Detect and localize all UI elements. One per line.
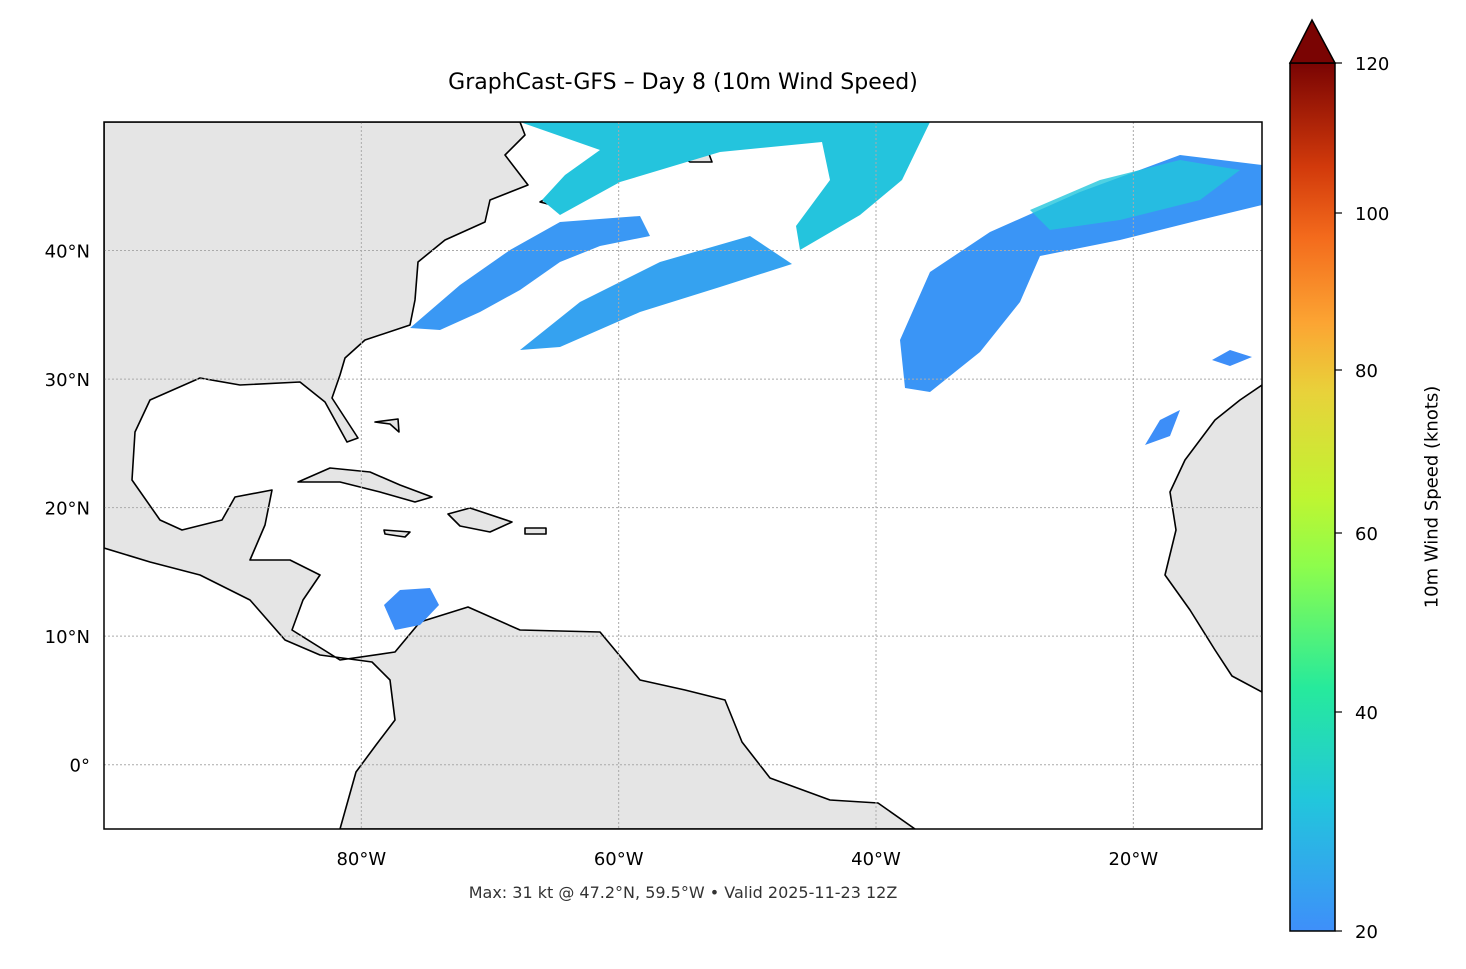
colorbar-extend-arrow — [1288, 18, 1337, 64]
wind-region-caribbean — [384, 588, 439, 630]
wind-region-mid-atlantic — [900, 155, 1262, 392]
colorbar-tick-label: 120 — [1355, 54, 1389, 75]
hispaniola — [447, 507, 513, 533]
puerto-rico — [524, 527, 547, 535]
gridlines — [104, 122, 1262, 829]
lat-tick-label: 40°N — [45, 242, 90, 263]
bahamas — [374, 418, 400, 433]
jamaica — [383, 529, 411, 538]
lat-tick-label: 10°N — [45, 627, 90, 648]
colorbar-tick-label: 80 — [1355, 361, 1378, 382]
lon-tick-label: 60°W — [594, 849, 644, 870]
colorbar: 120 100 80 60 40 20 — [1288, 18, 1389, 943]
lon-tick-label: 40°W — [851, 849, 901, 870]
wind-region-north — [520, 122, 930, 250]
colorbar-tick-label: 20 — [1355, 922, 1378, 943]
wind-region-canaries — [1145, 410, 1180, 445]
lon-tick-label: 80°W — [336, 849, 386, 870]
map-caption: Max: 31 kt @ 47.2°N, 59.5°W • Valid 2025… — [468, 883, 898, 902]
lon-tick-label: 20°W — [1108, 849, 1158, 870]
colorbar-gradient — [1289, 62, 1336, 932]
wind-region-mid-atlantic-core — [1030, 160, 1240, 230]
axis-ticks: 80°W 60°W 40°W 20°W 40°N 30°N 20°N 10°N 0° — [45, 242, 1159, 870]
lat-tick-label: 0° — [70, 756, 90, 777]
africa-land — [1164, 384, 1262, 693]
wind-region-us-coast — [410, 216, 650, 330]
colorbar-tick-label: 100 — [1355, 204, 1389, 225]
wind-field — [384, 122, 1262, 630]
lat-tick-label: 20°N — [45, 499, 90, 520]
colorbar-tick-label: 40 — [1355, 703, 1378, 724]
americas-land — [104, 122, 916, 829]
lat-tick-label: 30°N — [45, 370, 90, 391]
wind-region-azores — [1212, 350, 1252, 366]
wind-region-band — [520, 236, 792, 350]
cuba — [297, 467, 433, 503]
map-title: GraphCast-GFS – Day 8 (10m Wind Speed) — [448, 70, 918, 95]
colorbar-label: 10m Wind Speed (knots) — [1421, 385, 1443, 609]
colorbar-tick-label: 60 — [1355, 524, 1378, 545]
plot-frame — [103, 121, 1263, 830]
